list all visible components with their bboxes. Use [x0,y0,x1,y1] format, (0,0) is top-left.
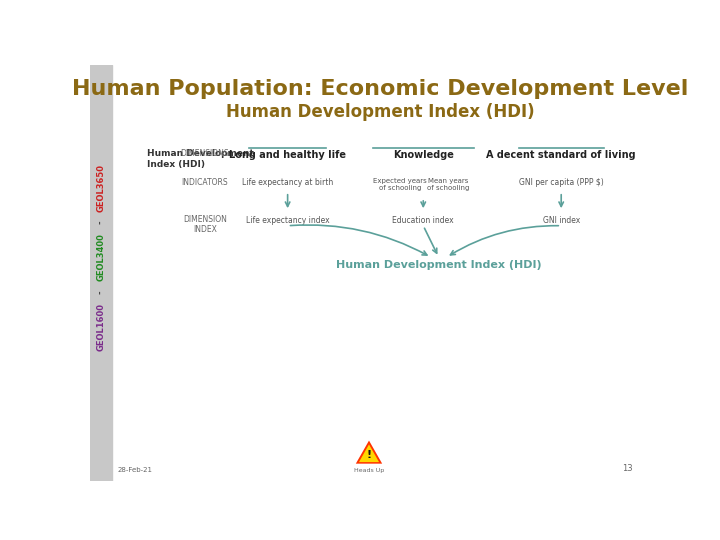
Polygon shape [359,444,379,462]
Text: -: - [96,221,105,225]
Text: Mean years
of schooling: Mean years of schooling [427,178,469,191]
Text: Knowledge: Knowledge [393,150,454,160]
Text: GEOL1600: GEOL1600 [96,302,105,350]
Text: DIMENSION
INDEX: DIMENSION INDEX [183,215,227,234]
Text: Expected years
of schooling: Expected years of schooling [373,178,427,191]
Bar [90,65,112,481]
Text: Human Development Index (HDI): Human Development Index (HDI) [336,260,541,269]
Polygon shape [356,441,382,464]
Text: Education index: Education index [392,215,454,225]
Text: Human Development
Index (HDI): Human Development Index (HDI) [147,150,253,169]
Text: A decent standard of living: A decent standard of living [487,150,636,160]
Text: GNI index: GNI index [543,215,580,225]
Text: Heads Up: Heads Up [354,468,384,472]
Text: GEOL3650: GEOL3650 [96,164,105,212]
Text: Human Population: Economic Development Level: Human Population: Economic Development L… [73,79,689,99]
Text: Life expectancy index: Life expectancy index [246,215,330,225]
Text: !: ! [366,450,372,460]
Text: Long and healthy life: Long and healthy life [229,150,346,160]
Text: INDICATORS: INDICATORS [181,178,228,187]
Text: DIMENSIONS: DIMENSIONS [181,150,229,159]
Text: Life expectancy at birth: Life expectancy at birth [242,178,333,187]
Text: GEOL3400: GEOL3400 [96,233,105,281]
Text: GNI per capita (PPP $): GNI per capita (PPP $) [519,178,603,187]
Text: 13: 13 [622,464,632,473]
Text: -: - [96,290,105,294]
Text: Human Development Index (HDI): Human Development Index (HDI) [226,103,535,122]
Text: 28-Feb-21: 28-Feb-21 [118,467,153,473]
